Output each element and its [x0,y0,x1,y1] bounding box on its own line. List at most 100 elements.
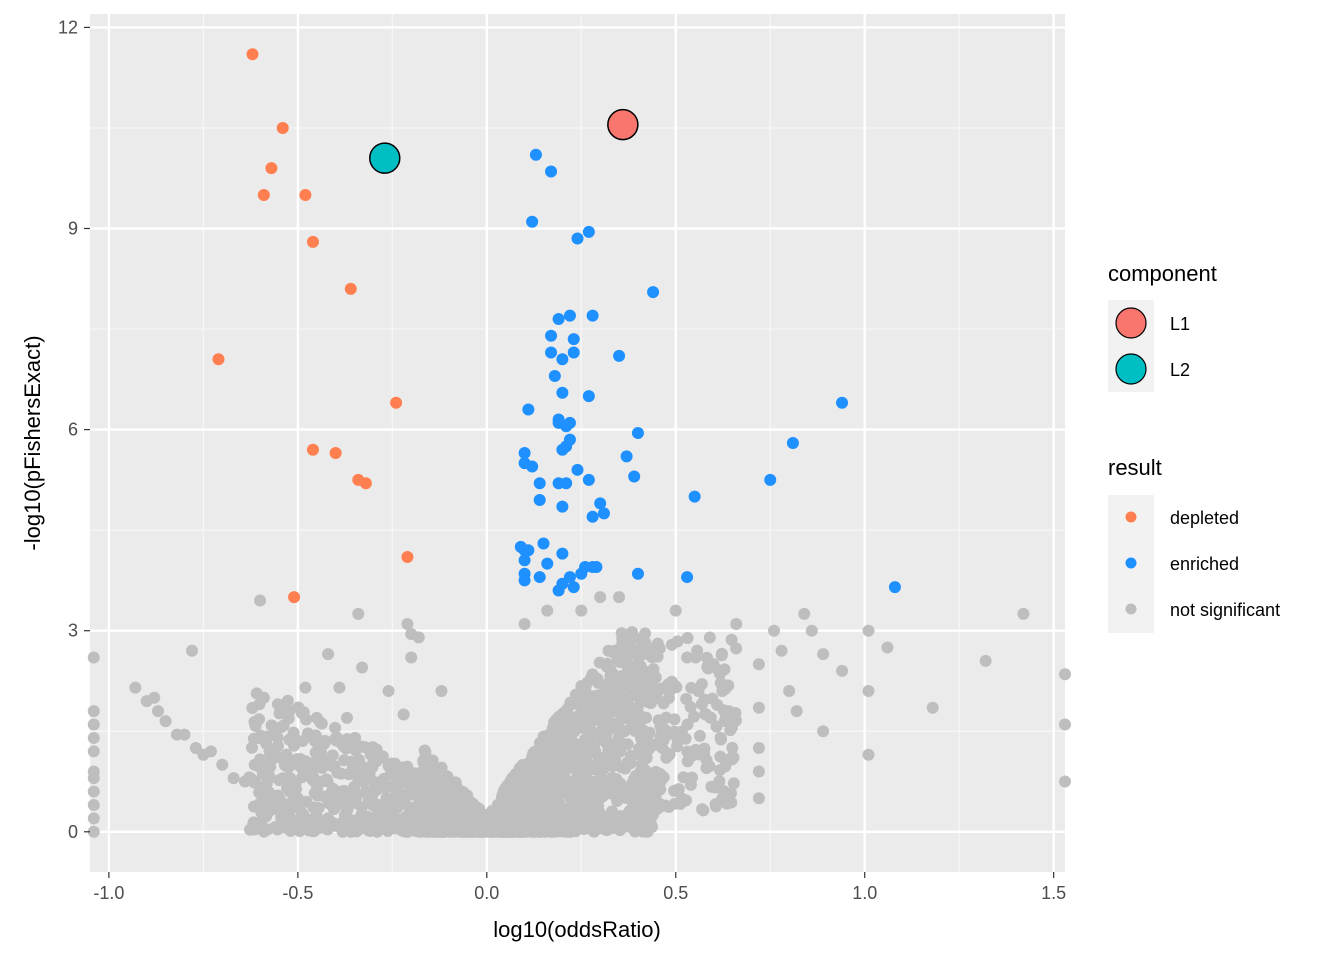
point-not-significant [254,731,267,744]
point-enriched [552,416,565,429]
point-not-significant [715,732,728,745]
legend-key-enriched [1125,557,1137,569]
point-not-significant [87,785,100,798]
point-not-significant [305,819,318,832]
point-not-significant [87,731,100,744]
point-not-significant [636,647,649,660]
point-enriched [613,349,626,362]
point-not-significant [366,758,379,771]
point-not-significant [275,721,288,734]
point-not-significant [790,705,803,718]
point-not-significant [333,681,346,694]
point-not-significant [87,651,100,664]
point-not-significant [775,644,788,657]
point-not-significant [688,710,701,723]
point-not-significant [681,631,694,644]
point-not-significant [542,728,555,741]
point-not-significant [729,714,742,727]
point-not-significant [618,725,631,738]
point-not-significant [507,773,520,786]
legend-label-depleted: depleted [1170,508,1239,528]
point-not-significant [679,732,692,745]
point-not-significant [1059,668,1071,681]
point-not-significant [447,803,460,816]
point-not-significant [310,809,323,822]
point-not-significant [87,825,100,838]
point-enriched [533,493,546,506]
point-not-significant [562,726,575,739]
point-not-significant [616,739,629,752]
point-not-significant [227,772,240,785]
point-not-significant [526,751,539,764]
point-not-significant [401,825,414,838]
point-not-significant [560,743,573,756]
point-enriched [567,333,580,346]
point-not-significant [681,651,694,664]
legend-label-l1: L1 [1170,314,1190,334]
point-enriched [631,567,644,580]
y-tick-label: 3 [68,621,78,641]
point-not-significant [356,661,369,674]
point-not-significant [646,820,659,833]
point-not-significant [650,692,663,705]
point-not-significant [979,654,992,667]
point-not-significant [633,749,646,762]
point-not-significant [548,719,561,732]
point-not-significant [87,718,100,731]
point-not-significant [355,801,368,814]
point-not-significant [329,734,342,747]
point-not-significant [338,784,351,797]
point-not-significant [817,725,830,738]
point-not-significant [614,824,627,837]
point-not-significant [1059,775,1071,788]
point-not-significant [553,799,566,812]
point-not-significant [536,767,549,780]
point-not-significant [862,748,875,761]
point-not-significant [513,792,526,805]
legend-key-l2 [1115,353,1147,385]
point-not-significant [681,718,694,731]
point-not-significant [381,824,394,837]
point-not-significant [768,624,781,637]
point-not-significant [129,681,142,694]
point-not-significant [722,679,735,692]
point-not-significant [1059,718,1071,731]
point-not-significant [616,638,629,651]
point-depleted [257,188,270,201]
point-not-significant [159,715,172,728]
point-not-significant [371,825,384,838]
point-depleted [306,235,319,248]
point-not-significant [340,711,353,724]
point-not-significant [650,738,663,751]
point-not-significant [573,760,586,773]
point-enriched [541,557,554,570]
point-not-significant [382,758,395,771]
point-not-significant [725,633,738,646]
point-depleted [306,443,319,456]
point-not-significant [862,685,875,698]
point-enriched [518,554,531,567]
point-not-significant [417,824,430,837]
point-not-significant [261,785,274,798]
point-not-significant [407,788,420,801]
point-not-significant [684,701,697,714]
x-tick-label: 1.0 [852,883,877,903]
point-enriched [526,460,539,473]
x-tick-label: 1.5 [1041,883,1066,903]
point-not-significant [595,791,608,804]
point-not-significant [87,812,100,825]
point-not-significant [671,740,684,753]
point-not-significant [257,691,270,704]
point-not-significant [575,782,588,795]
point-not-significant [926,701,939,714]
point-not-significant [594,725,607,738]
point-not-significant [662,678,675,691]
point-not-significant [693,729,706,742]
point-enriched [571,232,584,245]
point-depleted [212,353,225,366]
point-not-significant [563,753,576,766]
point-not-significant [669,604,682,617]
point-not-significant [805,624,818,637]
point-not-significant [412,631,425,644]
x-axis-title: log10(oddsRatio) [493,917,661,942]
